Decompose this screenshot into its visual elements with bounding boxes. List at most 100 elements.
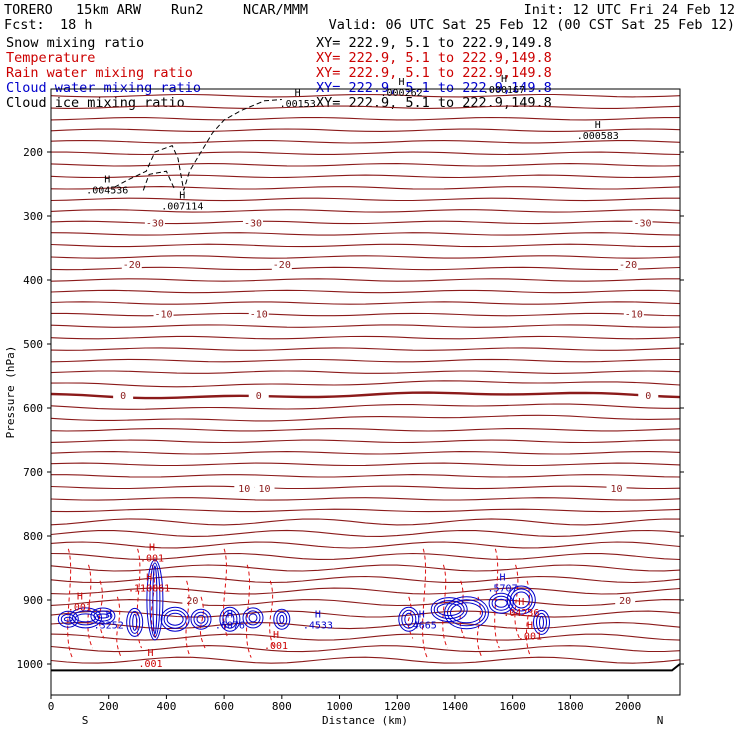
cloud-water-contour xyxy=(276,611,288,627)
cloud-water-contour xyxy=(512,591,530,609)
cloud-water-contour xyxy=(539,615,544,629)
isotherm-line xyxy=(50,186,681,190)
x-tick-label: 1400 xyxy=(442,700,469,713)
rain-mixing-contour xyxy=(185,580,192,658)
isotherm-line xyxy=(50,324,681,328)
isotherm-line xyxy=(50,105,681,109)
isotherm-line xyxy=(50,414,681,422)
cloud-water-contour xyxy=(146,559,164,641)
isotherm-line xyxy=(51,474,681,478)
rain-mixing-contour xyxy=(222,548,229,639)
isotherm-line xyxy=(50,209,681,213)
contour-label-bg xyxy=(182,595,203,606)
isotherm-line xyxy=(50,541,681,549)
y-tick-label: 700 xyxy=(23,466,43,479)
maximum-marker: H xyxy=(518,597,524,608)
cloud-water-contour xyxy=(450,602,483,624)
cloud-water-contour xyxy=(436,603,462,617)
cloud-water-contour xyxy=(190,608,212,630)
contour-label-bg xyxy=(632,217,653,229)
x-tick-label: 1600 xyxy=(499,700,526,713)
legend-field-xy: XY= 222.9, 5.1 to 222.9,149.8 xyxy=(316,50,552,66)
temperature-contour-label: 20 xyxy=(186,596,198,607)
cloud-water-contour xyxy=(509,588,533,612)
maximum-value-label: .001 xyxy=(518,631,542,642)
temperature-contour-label: -10 xyxy=(625,309,643,320)
maximum-value-label: .6076 xyxy=(215,621,245,632)
contour-label-bg xyxy=(121,259,142,270)
isotherm-line xyxy=(50,289,681,294)
cloud-water-contour xyxy=(196,614,206,624)
cloud-water-contour xyxy=(129,610,141,634)
legend-field-xy: XY= 222.9, 5.1 to 222.9,149.8 xyxy=(316,35,552,51)
temperature-contour-label: 20 xyxy=(619,596,631,607)
isotherm-line xyxy=(50,403,680,410)
isotherm-line xyxy=(50,564,681,572)
cloud-water-contour xyxy=(506,585,536,615)
north-end-label: N xyxy=(657,714,664,727)
maximum-marker: H xyxy=(149,542,155,553)
isotherm-line xyxy=(50,335,681,340)
isotherm-line xyxy=(50,301,681,305)
cloud-water-contour xyxy=(404,612,414,626)
snow-mixing-contour xyxy=(142,170,176,191)
maximum-value-label: .001 xyxy=(140,553,164,564)
maximum-value-label: .3252 xyxy=(94,621,124,632)
contour-label-bg xyxy=(606,483,627,494)
isotherm-line xyxy=(50,587,681,595)
cloud-water-contour xyxy=(398,606,420,632)
isotherm-line xyxy=(51,312,681,317)
maximum-value-label: .04236 xyxy=(503,608,539,619)
legend-field-name: Cloud water mixing ratio xyxy=(6,80,201,96)
isotherm-line xyxy=(50,128,681,132)
isotherm-line xyxy=(50,174,681,179)
isotherm-line xyxy=(50,645,681,653)
maximum-marker: H xyxy=(501,74,507,85)
isotherm-line xyxy=(50,497,681,501)
rain-mixing-contour xyxy=(494,548,500,649)
cloud-water-contour xyxy=(152,565,158,635)
maximum-value-label: .004536 xyxy=(86,185,128,196)
temperature-contour-label: 10 xyxy=(610,484,622,495)
contour-label-bg xyxy=(615,595,636,606)
cloud-water-contour xyxy=(96,613,110,619)
x-tick-label: 0 xyxy=(48,700,55,713)
init-time: Init: 12 UTC Fri 24 Feb 12 xyxy=(524,2,735,18)
maximum-value-label: .001 xyxy=(68,603,92,614)
rain-mixing-contour xyxy=(67,548,73,658)
isotherm-line xyxy=(50,656,681,664)
rain-mixing-contour xyxy=(116,596,122,658)
cloud-water-contour xyxy=(279,614,285,624)
contour-label-bg xyxy=(234,483,255,494)
x-tick-label: 400 xyxy=(156,700,176,713)
isotherm-line xyxy=(50,485,681,490)
cloud-water-contour xyxy=(401,609,417,629)
rain-mixing-contour xyxy=(422,548,428,658)
maximum-value-label: .4533 xyxy=(303,621,333,632)
x-tick-label: 1800 xyxy=(557,700,584,713)
maximum-marker: H xyxy=(399,77,405,88)
isotherm-line xyxy=(50,370,681,374)
cloud-water-contour xyxy=(248,613,258,623)
isotherm-line xyxy=(50,93,681,98)
temperature-contour-label: 10 xyxy=(238,484,250,495)
maximum-value-label: .000262 xyxy=(380,88,422,99)
contour-label-bg xyxy=(638,390,659,402)
cloud-water-contour xyxy=(132,613,138,631)
maximum-value-label: .001 xyxy=(264,641,288,652)
y-tick-label: 600 xyxy=(23,402,43,415)
maximum-marker: H xyxy=(179,190,185,201)
legend-field-xy: XY= 222.9, 5.1 to 222.9,149.8 xyxy=(316,80,552,96)
x-tick-label: 800 xyxy=(272,700,292,713)
contour-label-bg xyxy=(144,217,165,229)
contour-label-bg xyxy=(248,390,269,402)
legend-field-xy: XY= 222.9, 5.1 to 222.9,149.8 xyxy=(316,65,552,81)
rain-mixing-contour xyxy=(98,580,105,639)
isotherm-line xyxy=(50,451,681,455)
cloud-water-contour xyxy=(533,609,550,635)
maximum-value-label: .000167 xyxy=(483,85,525,96)
maximum-marker: H xyxy=(77,592,83,603)
x-tick-label: 600 xyxy=(214,700,234,713)
